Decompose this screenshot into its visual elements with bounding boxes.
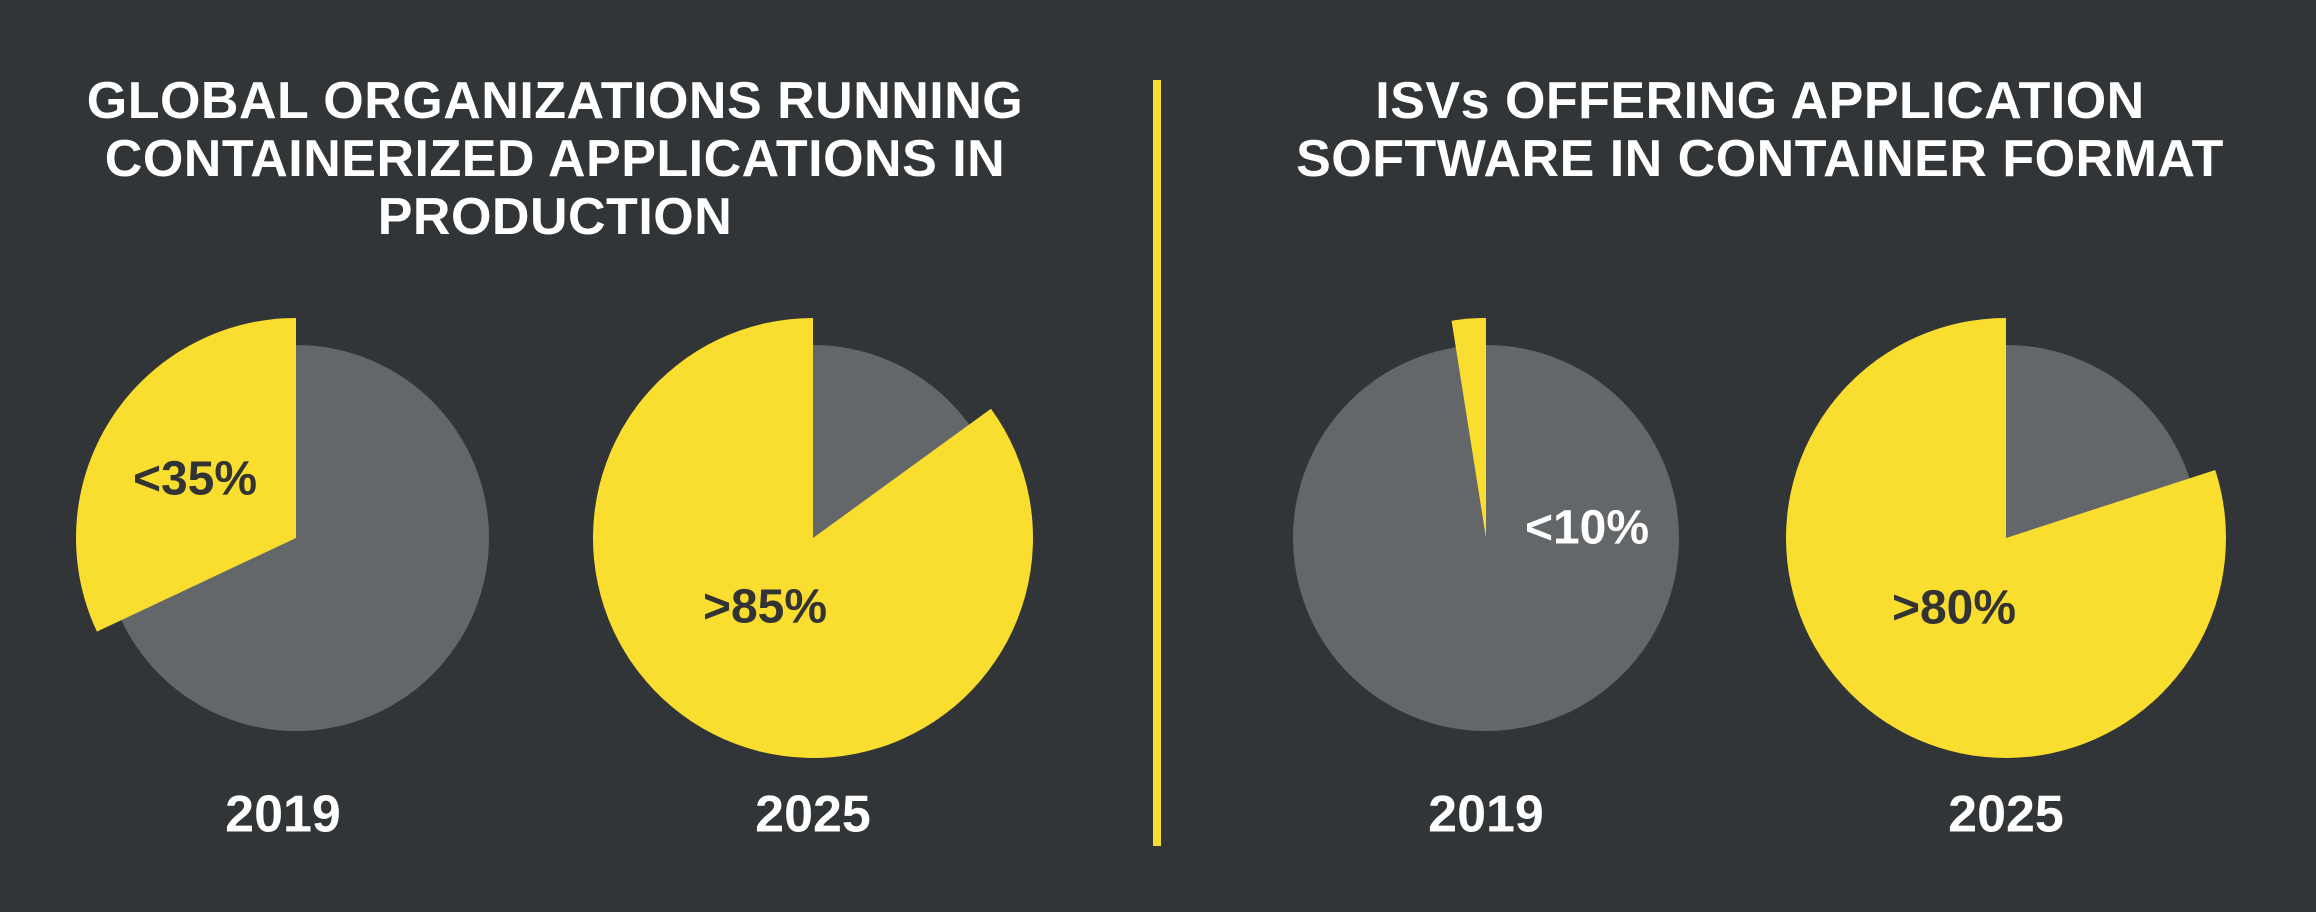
left-panel-title: GLOBAL ORGANIZATIONS RUNNING CONTAINERIZ… xyxy=(86,72,1024,246)
pie-chart-2019-left: <35% 2019 xyxy=(76,318,489,844)
pie-highlight-slice xyxy=(1451,318,1486,538)
pie-chart-2025-left: >85% 2025 xyxy=(592,317,1033,844)
pie-year-label: 2019 xyxy=(1428,786,1544,844)
panel-divider xyxy=(1153,80,1161,846)
pie-value-label: <10% xyxy=(1525,502,1649,555)
pie-year-label: 2019 xyxy=(225,786,341,844)
pie-highlight-slice xyxy=(76,318,296,632)
pie-highlight-slice xyxy=(1785,318,2226,758)
right-panel-title: ISVs OFFERING APPLICATION SOFTWARE IN CO… xyxy=(1296,72,2224,188)
pie-highlight-slice xyxy=(592,317,1033,759)
pie-chart-2019-right: <10% 2019 xyxy=(1293,318,1679,844)
pie-value-label: >85% xyxy=(703,581,827,634)
pie-value-label: <35% xyxy=(133,453,257,506)
pie-year-label: 2025 xyxy=(1948,786,2064,844)
pie-value-label: >80% xyxy=(1892,582,2016,635)
pie-chart-2025-right: >80% 2025 xyxy=(1785,318,2226,844)
pie-year-label: 2025 xyxy=(755,786,871,844)
